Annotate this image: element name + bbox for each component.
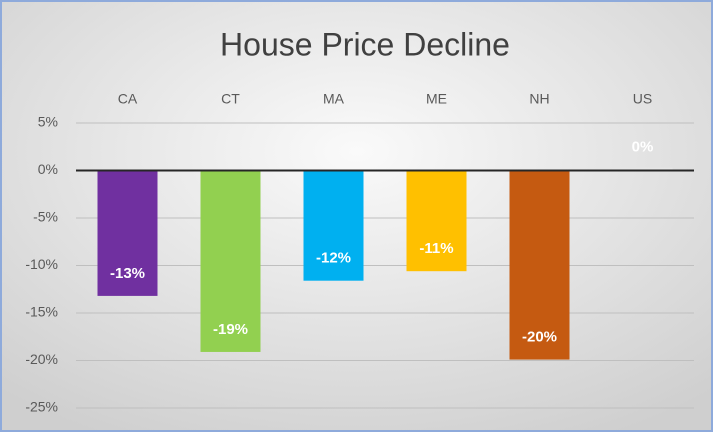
data-label: -20% [522, 329, 557, 346]
bar [612, 167, 673, 171]
data-label: -12% [316, 250, 351, 267]
data-label: -19% [213, 321, 248, 338]
bar [406, 170, 467, 272]
y-tick-label: -20% [25, 351, 58, 367]
data-label: -13% [110, 265, 145, 282]
data-label: 0% [632, 139, 654, 156]
data-label: -11% [419, 240, 453, 257]
bar [303, 170, 364, 281]
chart-title: House Price Decline [220, 26, 510, 62]
x-tick-label: CT [221, 91, 240, 107]
y-tick-label: -10% [25, 256, 58, 272]
bar [200, 170, 261, 352]
y-tick-label: -15% [25, 304, 58, 320]
y-tick-label: -25% [25, 399, 58, 415]
y-tick-label: -5% [33, 209, 58, 225]
y-tick-label: 5% [38, 114, 58, 130]
y-tick-label: 0% [38, 161, 58, 177]
bar [97, 170, 158, 296]
x-tick-label: US [633, 91, 652, 107]
x-tick-label: ME [426, 91, 447, 107]
x-tick-label: MA [323, 91, 345, 107]
bar [509, 170, 570, 360]
x-tick-label: NH [529, 91, 549, 107]
x-tick-label: CA [118, 91, 138, 107]
